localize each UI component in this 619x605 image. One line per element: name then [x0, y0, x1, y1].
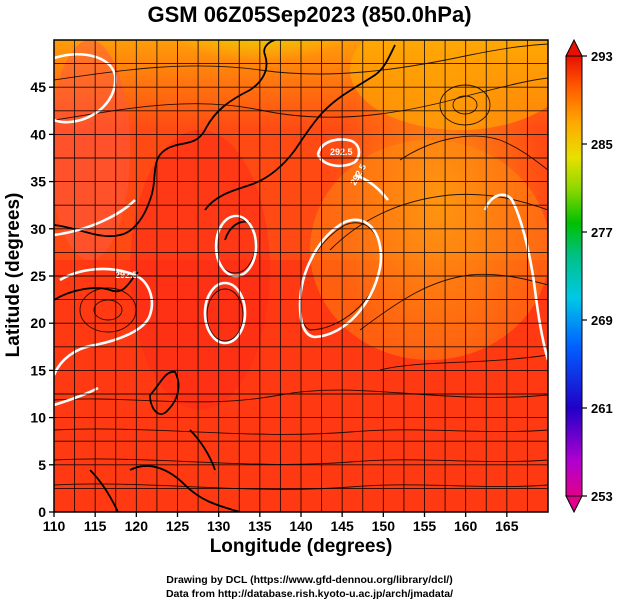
credit-data: Data from http://database.rish.kyoto-u.a… — [165, 588, 454, 600]
y-tick-label: 15 — [30, 362, 46, 378]
y-tick-label: 35 — [30, 174, 46, 190]
y-tick-label: 30 — [30, 221, 46, 237]
colorbar-tick-label: 269 — [591, 313, 613, 328]
contour-label: 292.5 — [115, 270, 138, 280]
chart-title: GSM 06Z05Sep2023 (850.0hPa) — [147, 2, 472, 27]
colorbar-scale — [565, 55, 583, 497]
colorbar: 293 285 277 269 261 253 — [565, 38, 613, 514]
x-tick-label: 160 — [454, 518, 478, 534]
y-tick-label: 10 — [30, 410, 46, 426]
x-tick-label: 120 — [125, 518, 149, 534]
y-axis-label: Latitude (degrees) — [3, 192, 24, 358]
colorbar-tick-label: 261 — [591, 401, 613, 416]
credit-drawing: Drawing by DCL (https://www.gfd-dennou.o… — [166, 574, 453, 586]
temperature-field — [54, 40, 548, 512]
colorbar-top-arrow — [565, 38, 583, 57]
y-tick-label: 20 — [30, 315, 46, 331]
y-axis: 0 5 10 15 20 25 30 35 40 45 — [30, 79, 54, 520]
x-tick-label: 140 — [289, 518, 313, 534]
colorbar-tick-label: 293 — [591, 49, 613, 64]
x-tick-label: 110 — [43, 518, 66, 534]
grid-lines — [53, 39, 549, 513]
x-axis: 110 115 120 125 130 135 140 145 150 155 160 165 — [43, 512, 519, 534]
x-tick-label: 115 — [84, 518, 107, 534]
y-tick-label: 25 — [30, 268, 46, 284]
x-tick-label: 135 — [248, 518, 272, 534]
colorbar-tick-label: 277 — [591, 225, 613, 240]
y-tick-label: 45 — [30, 79, 46, 95]
colorbar-tick-label: 253 — [591, 489, 613, 504]
x-tick-label: 155 — [413, 518, 437, 534]
x-tick-label: 130 — [207, 518, 231, 534]
y-tick-label: 5 — [38, 457, 46, 473]
y-tick-label: 0 — [38, 504, 46, 520]
isotherm-contours — [54, 53, 548, 407]
x-tick-label: 125 — [166, 518, 190, 534]
y-tick-label: 40 — [30, 126, 46, 142]
x-tick-label: 150 — [372, 518, 396, 534]
colorbar-tick-label: 285 — [591, 137, 613, 152]
colorbar-bottom-arrow — [565, 495, 583, 514]
contour-label: 292.5 — [330, 147, 353, 157]
x-tick-label: 165 — [495, 518, 519, 534]
x-tick-label: 145 — [330, 518, 354, 534]
x-axis-label: Longitude (degrees) — [209, 536, 393, 557]
